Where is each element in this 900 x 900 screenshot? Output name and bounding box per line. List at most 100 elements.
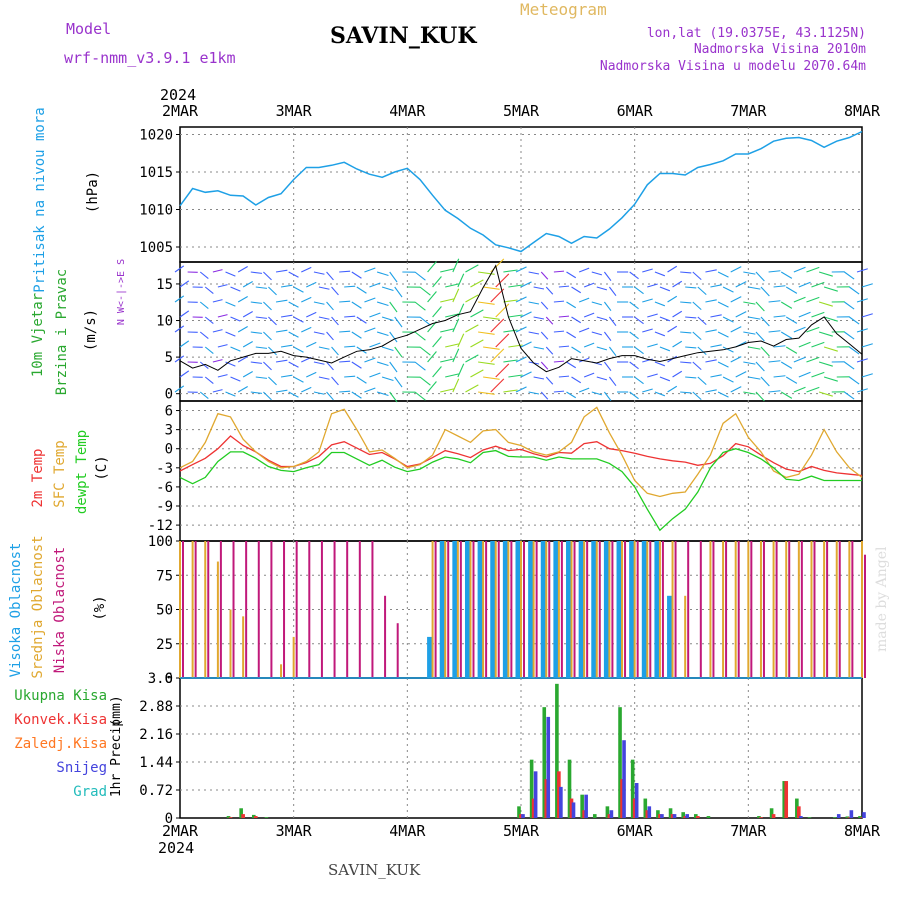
wind-arrow bbox=[647, 343, 658, 348]
wind-arrow bbox=[785, 286, 798, 294]
x-tick-label-bottom: 3MAR bbox=[276, 822, 313, 840]
x-tick-label-top: 3MAR bbox=[276, 102, 313, 120]
cloud-mid-bar bbox=[671, 541, 674, 678]
cloud-low-bar bbox=[434, 541, 437, 678]
rain-total-bar bbox=[226, 816, 231, 818]
wind-arrow bbox=[533, 286, 545, 290]
wind-compass: N W<-|->E S bbox=[116, 259, 127, 325]
cloud-low-bar bbox=[674, 541, 677, 678]
x-tick-label-top: 2MAR bbox=[162, 102, 199, 120]
wind-arrow bbox=[288, 361, 299, 368]
wind-arrow bbox=[419, 376, 431, 386]
x-tick-label-bottom: 8MAR bbox=[844, 822, 881, 840]
cloud-high-bar bbox=[427, 636, 433, 678]
wind-speed-line bbox=[179, 264, 863, 373]
wind-arrow bbox=[608, 346, 617, 357]
axis-labels: 2MAR 2MAR 3MAR 3MAR 4MAR 4MAR 5MAR 5MAR 6MAR 6MAR… bbox=[8, 102, 881, 840]
cloud-mid-bar bbox=[722, 541, 725, 678]
wind-arrow bbox=[743, 301, 756, 305]
rain-conv-bar bbox=[784, 781, 789, 818]
wind-arrow bbox=[545, 346, 554, 355]
wind-arrow bbox=[558, 345, 570, 348]
wind-arrow bbox=[318, 316, 330, 320]
wind-arrow bbox=[667, 385, 678, 393]
rain-total-bar bbox=[681, 812, 685, 818]
wind-arrow bbox=[692, 301, 702, 311]
wind-arrow bbox=[818, 331, 833, 337]
wind-arrow bbox=[659, 286, 671, 292]
rain-total-bar bbox=[605, 806, 610, 818]
wind-arrow bbox=[381, 316, 394, 322]
rain-conv-bar bbox=[241, 814, 245, 818]
cloud-mid-bar bbox=[229, 609, 232, 678]
wind-arrow bbox=[318, 376, 330, 380]
wind-arrow bbox=[672, 310, 683, 318]
wind-arrow bbox=[528, 331, 540, 335]
wind-arrow bbox=[237, 386, 248, 393]
wind-arrow bbox=[389, 331, 398, 343]
y-tick-label: 100 bbox=[148, 534, 173, 550]
wind-arrow bbox=[452, 348, 460, 363]
wind-arrow bbox=[495, 303, 510, 318]
wind-arrow bbox=[344, 315, 356, 318]
wind-arrow bbox=[553, 360, 565, 363]
wind-arrow bbox=[558, 315, 570, 318]
cloud-mid-bar bbox=[520, 541, 522, 678]
wind-arrow bbox=[217, 374, 228, 378]
cloud-low-bar bbox=[245, 541, 248, 678]
cloud-mid-bar bbox=[709, 541, 712, 678]
wind-arrow bbox=[533, 376, 545, 380]
wind-arrow bbox=[275, 329, 288, 333]
wind-arrow bbox=[780, 391, 793, 399]
cloud-mid-bar bbox=[494, 541, 497, 678]
wind-arrow bbox=[629, 391, 639, 400]
cloud-low-bar bbox=[384, 595, 387, 678]
wind-arrow bbox=[250, 271, 263, 274]
wind-arrow bbox=[508, 374, 523, 378]
wind-arrow bbox=[823, 346, 838, 352]
cloud-mid-bar bbox=[583, 541, 586, 678]
tdew-line bbox=[179, 448, 862, 532]
wind-arrow bbox=[217, 314, 228, 318]
y-tick-label: -9 bbox=[156, 499, 173, 515]
x-tick-label-top: 5MAR bbox=[503, 102, 540, 120]
wind-arrow bbox=[755, 391, 765, 402]
wind-arrow bbox=[811, 281, 825, 288]
wind-arrow bbox=[288, 391, 299, 398]
y-tick-label: 2.88 bbox=[139, 699, 173, 715]
wind-arrow bbox=[768, 300, 781, 303]
wind-arrow bbox=[634, 376, 644, 385]
wind-arrow bbox=[634, 316, 644, 325]
wind-arrow bbox=[331, 286, 339, 296]
cloud-ylabel2: Srednja Oblacnost bbox=[30, 535, 46, 678]
wind-arrow bbox=[351, 331, 362, 339]
rain-conv-bar bbox=[696, 816, 700, 818]
wind-arrow bbox=[743, 331, 756, 335]
wind-arrow bbox=[326, 391, 334, 401]
cloud-ylabel: Visoka Oblacnost bbox=[8, 543, 24, 678]
wind-arrow bbox=[685, 316, 697, 319]
wind-arrow bbox=[785, 376, 798, 384]
x-tick-label-top: 7MAR bbox=[730, 102, 767, 120]
wind-arrow bbox=[230, 376, 241, 382]
wind-arrow bbox=[540, 301, 549, 310]
wind-arrow bbox=[419, 316, 431, 326]
rain-total-bar bbox=[592, 814, 597, 818]
precip-legend-item: Grad bbox=[73, 784, 107, 800]
x-tick-label-bottom: 6MAR bbox=[617, 822, 654, 840]
wind-arrow bbox=[179, 370, 190, 378]
cloud-low-bar bbox=[548, 541, 551, 678]
wind-arrow bbox=[445, 283, 459, 288]
cloud-low-bar bbox=[207, 541, 210, 678]
cloud-high-bar bbox=[566, 541, 572, 678]
wind-arrow bbox=[445, 343, 459, 348]
wind-arrow bbox=[735, 281, 747, 288]
wind-arrow bbox=[364, 327, 376, 333]
wind-arrow bbox=[806, 386, 820, 393]
cloud-high-bar bbox=[667, 595, 673, 678]
wind-arrow bbox=[566, 331, 577, 339]
wind-arrow bbox=[735, 311, 747, 318]
rain-conv-bar bbox=[632, 798, 637, 818]
wind-arrow bbox=[730, 296, 742, 303]
wind-arrow bbox=[204, 346, 214, 354]
